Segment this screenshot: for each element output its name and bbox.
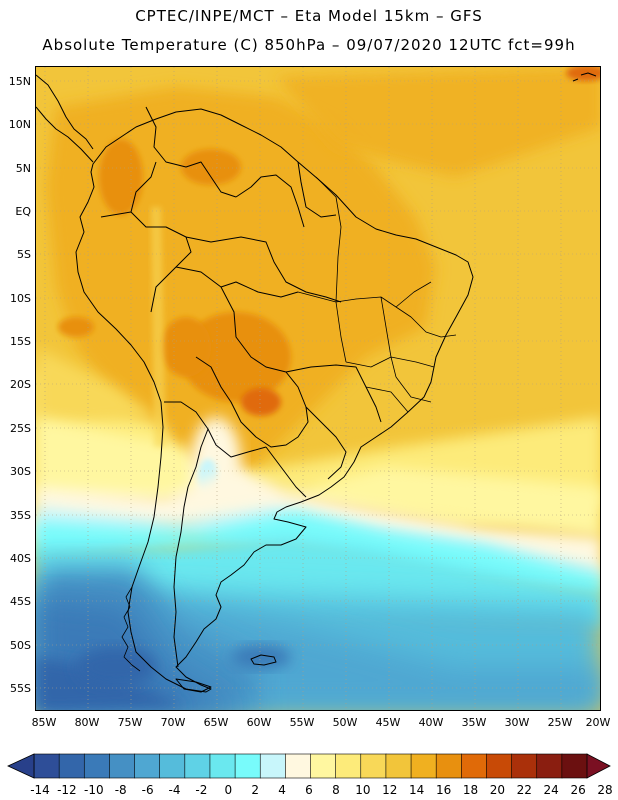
lon-label-70w: 70W: [160, 716, 186, 729]
lat-label-10n: 10N: [8, 118, 31, 131]
colorbar-right-arrow: [586, 753, 611, 779]
coastlines-borders: [36, 72, 597, 693]
map-subtitle: Absolute Temperature (C) 850hPa – 09/07/…: [42, 36, 576, 54]
colorbar-swatch: [134, 753, 161, 779]
colorbar-label: -2: [195, 783, 208, 797]
lat-label-15s: 15S: [10, 335, 31, 348]
colorbar-label: 28: [597, 783, 613, 797]
colorbar-label: 2: [251, 783, 259, 797]
colorbar-swatch: [109, 753, 136, 779]
lat-label-55s: 55S: [10, 682, 31, 695]
lon-label-55w: 55W: [289, 716, 315, 729]
colorbar-label: 14: [409, 783, 425, 797]
colorbar-label: -10: [83, 783, 104, 797]
colorbar-swatch: [360, 753, 387, 779]
colorbar-label: 0: [224, 783, 233, 797]
colorbar-swatch: [259, 753, 286, 779]
lon-label-30w: 30W: [504, 716, 530, 729]
colorbar-swatch: [83, 753, 111, 779]
lat-label-25s: 25S: [10, 422, 31, 435]
colorbar-label: -8: [114, 783, 127, 797]
colorbar-swatch: [511, 753, 538, 779]
colorbar-label: 10: [355, 783, 371, 797]
lon-label-35w: 35W: [461, 716, 487, 729]
lat-label-35s: 35S: [10, 509, 31, 522]
colorbar-swatch: [159, 753, 186, 779]
lat-label-50s: 50S: [10, 639, 31, 652]
colorbar-label: 26: [570, 783, 586, 797]
colorbar-swatch: [486, 753, 513, 779]
lat-label-30s: 30S: [10, 465, 31, 478]
lon-label-75w: 75W: [117, 716, 143, 729]
colorbar-label: -4: [168, 783, 181, 797]
brazil-state-borders: [297, 176, 457, 413]
colorbar-swatch: [536, 753, 563, 779]
colorbar-swatch: [184, 753, 211, 779]
south-america-coastline: [75, 108, 474, 693]
colorbar-swatch: [561, 753, 588, 779]
colorbar-swatch: [234, 753, 261, 779]
central-america-coastline: [36, 74, 94, 163]
country-borders: [100, 106, 382, 668]
colorbar-label: 24: [543, 783, 559, 797]
falkland-islands: [250, 654, 277, 666]
lat-label-40s: 40S: [10, 552, 31, 565]
colorbar-swatch: [461, 753, 488, 779]
colorbar-swatch: [335, 753, 362, 779]
lat-label-5n: 5N: [15, 162, 31, 175]
lon-label-40w: 40W: [418, 716, 444, 729]
map-title: CPTEC/INPE/MCT – Eta Model 15km – GFS: [135, 7, 483, 25]
lon-label-25w: 25W: [547, 716, 573, 729]
lon-label-85w: 85W: [31, 716, 57, 729]
tierra-del-fuego: [175, 678, 212, 693]
colorbar-label: 18: [462, 783, 479, 797]
lon-label-45w: 45W: [375, 716, 401, 729]
lat-label-5s: 5S: [17, 248, 31, 261]
lon-label-80w: 80W: [74, 716, 100, 729]
colorbar-swatch: [310, 753, 337, 779]
lon-label-60w: 60W: [246, 716, 272, 729]
lat-label-15n: 15N: [8, 75, 31, 88]
lon-label-65w: 65W: [203, 716, 229, 729]
lat-label-10s: 10S: [10, 292, 31, 305]
colorbar-label: 20: [489, 783, 506, 797]
colorbar-label: 4: [278, 783, 286, 797]
colorbar-label: -14: [30, 783, 50, 797]
temperature-field: [36, 67, 600, 710]
lon-label-50w: 50W: [332, 716, 358, 729]
colorbar-swatch: [58, 753, 85, 779]
chilean-archipelago: [121, 586, 141, 672]
temperature-map: [35, 66, 601, 711]
colorbar-swatch: [285, 753, 312, 779]
lat-label-eq: EQ: [15, 205, 31, 218]
colorbar-label: 12: [382, 783, 398, 797]
colorbar-swatch: [435, 753, 462, 779]
colorbar-left-arrow: [7, 753, 35, 779]
colorbar-label: 16: [435, 783, 452, 797]
temperature-colorbar: [7, 753, 611, 779]
colorbar-swatch: [33, 753, 60, 779]
lat-label-45s: 45S: [10, 595, 31, 608]
lat-label-20s: 20S: [10, 378, 31, 391]
colorbar-label: -12: [57, 783, 77, 797]
lon-label-20w: 20W: [585, 716, 611, 729]
colorbar-swatch: [410, 753, 437, 779]
colorbar-swatch: [385, 753, 412, 779]
colorbar-swatch: [209, 753, 236, 779]
colorbar-label: -6: [141, 783, 154, 797]
map-canvas: [36, 67, 600, 710]
colorbar-label: 22: [516, 783, 532, 797]
colorbar-label: 8: [332, 783, 340, 797]
colorbar-label: 6: [305, 783, 313, 797]
